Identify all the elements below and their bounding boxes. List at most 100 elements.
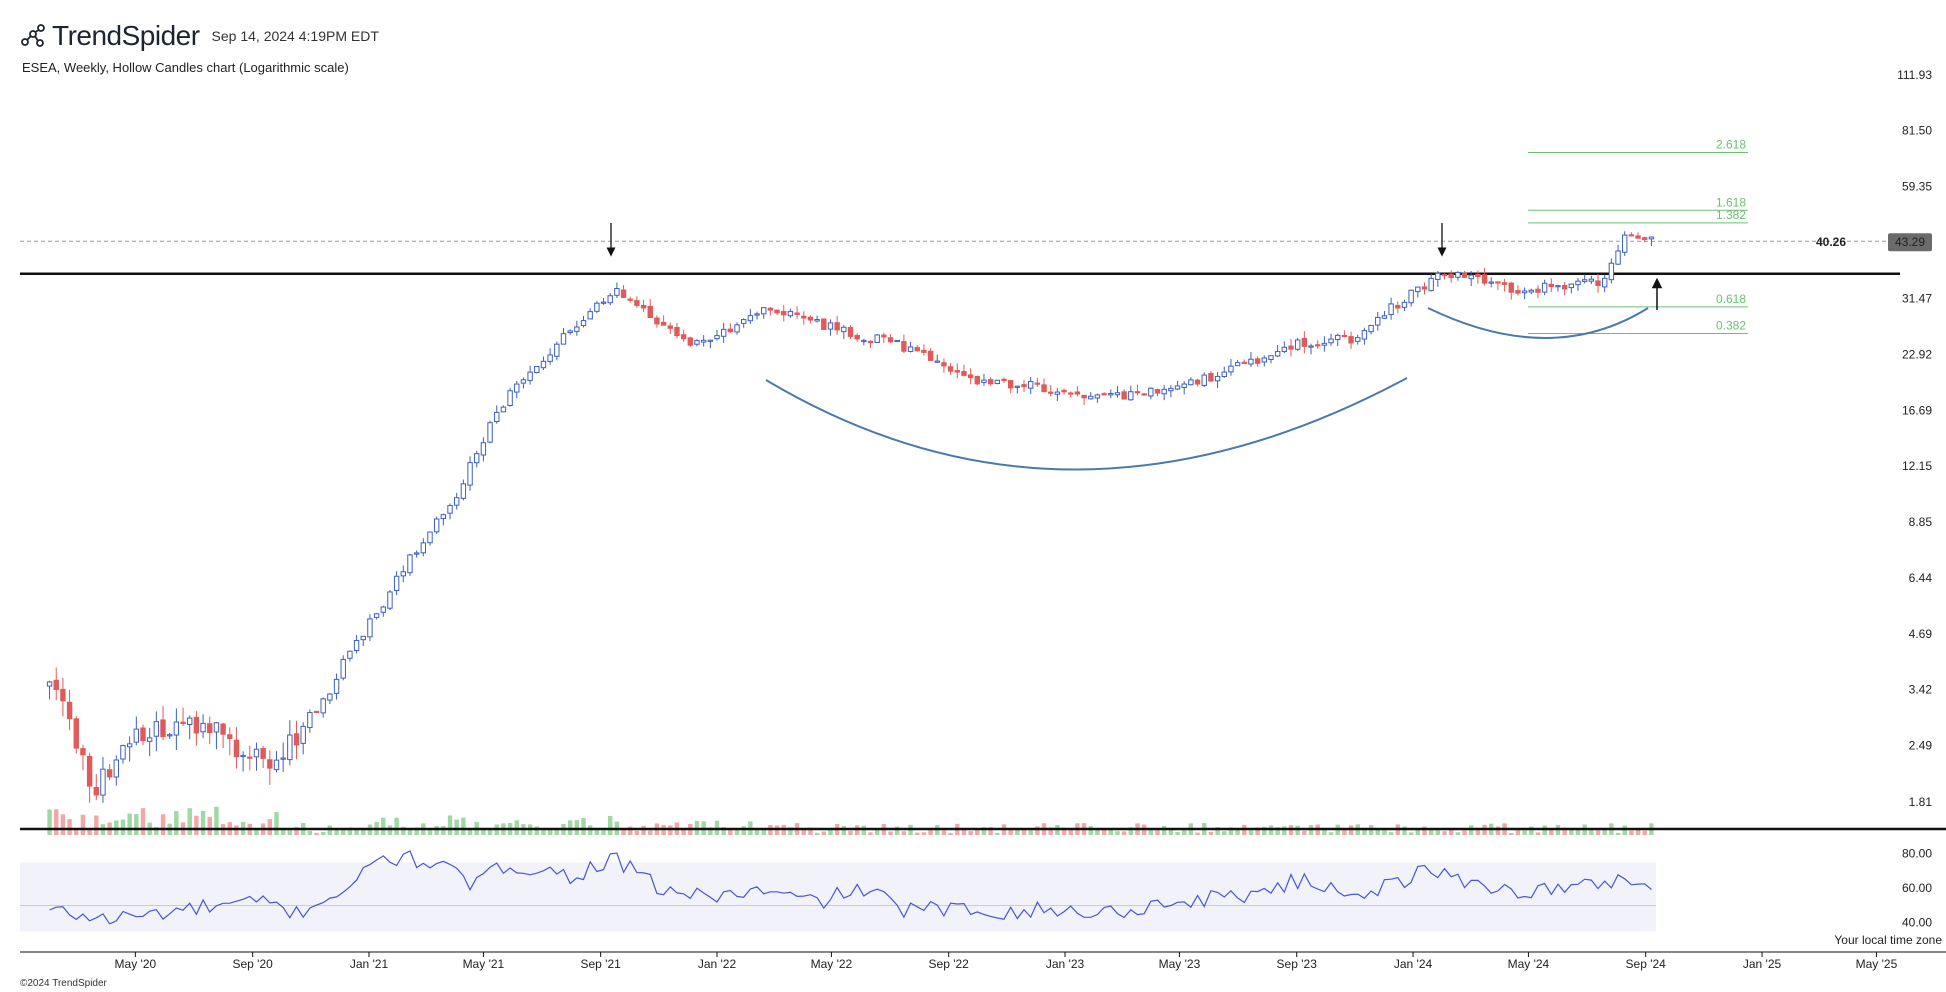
y-tick-label: 22.92 [1902,347,1932,361]
candle-body [534,365,540,373]
volume-bar [407,829,413,835]
candle-body [1588,278,1595,282]
volume-bar [1101,829,1107,835]
candle-body [1415,286,1421,293]
candle-body [1488,281,1494,284]
candle-body [841,326,847,333]
trendspider-logo[interactable]: TrendSpider [20,20,200,52]
chart-title: ESEA, Weekly, Hollow Candles chart (Loga… [22,60,349,75]
candle-body [1301,337,1308,347]
candle-body [1348,336,1354,344]
volume-bar [1455,832,1461,835]
volume-bar [1629,830,1634,835]
candle-body [807,316,814,321]
volume-bar [534,826,539,835]
candle-body [540,360,547,369]
volume-bar [861,825,867,835]
candle-body [140,727,146,742]
volume-bar [981,827,987,835]
candle-body [1181,383,1187,388]
candle-body [1041,384,1047,393]
candle-body [1541,282,1548,293]
x-tick-label: Sep '21 [581,957,622,971]
candle-body [1515,290,1521,294]
candle-body [480,442,487,456]
volume-bar [307,830,313,835]
fib-label: 0.382 [1716,318,1746,332]
volume-bar [1061,827,1067,835]
volume-bar [341,829,346,835]
candle-body [974,375,981,385]
candle-body [120,745,126,760]
volume-bar [761,829,766,835]
candle-body [133,728,140,743]
candle-body [66,701,73,720]
candle-body [220,723,226,735]
candle-body [1468,274,1474,280]
candle-body [1435,272,1441,280]
x-tick-label: Sep '22 [929,957,970,971]
candle-body [500,406,507,413]
volume-bar [1108,829,1113,835]
candle-body [193,716,200,734]
rsi-tick-label: 80.00 [1902,847,1932,861]
volume-bar [334,828,339,835]
volume-bar [821,831,826,835]
volume-bar [1422,826,1427,835]
price-labels: 40.26 43.29 [1816,233,1932,252]
volume-bar [1295,825,1300,835]
candle-body [187,717,193,725]
volume-bar [634,830,640,835]
volume-bar [1522,830,1527,835]
chart-axes: 111.93 81.50 59.35 31.47 22.92 16.69 12.15 8.85… [20,68,1946,971]
volume-bar [1549,828,1554,835]
last-price-badge [1888,233,1932,252]
candle-body [674,326,680,337]
candle-body [627,298,633,301]
volume-bar [1535,832,1541,835]
candle-body [740,319,747,324]
candle-body [567,330,573,334]
volume-bar [1182,830,1187,835]
candle-body [947,366,954,372]
candle-body [1368,324,1374,333]
volume-bar [434,826,439,835]
volume-bar [274,812,279,835]
candle-body [1054,391,1061,395]
volume-bar [194,815,199,835]
volume-bar [801,829,806,835]
candle-body [774,309,780,314]
volume-bar [207,816,212,835]
candle-body [1128,391,1134,401]
y-tick-label: 81.50 [1902,124,1932,138]
candle-body [320,698,326,714]
volume-bar [394,817,399,835]
handle-curve [1427,307,1649,339]
candle-body [1361,330,1368,340]
volume-bar [267,819,273,835]
volume-bar [708,827,713,835]
volume-bar [1148,828,1154,835]
candle-body [861,339,867,343]
volume-bar [1408,832,1414,835]
candle-body [1081,394,1087,399]
candle-body [80,748,86,756]
volume-bar [848,830,853,835]
x-tick-label: Sep '20 [232,957,273,971]
volume-bar [921,832,927,835]
candle-body [1321,342,1328,346]
candle-body [1642,237,1648,240]
y-tick-label: 6.44 [1909,571,1933,585]
pattern-annotations [606,223,1663,471]
candle-body [393,575,400,592]
volume-bar [441,826,446,835]
candle-body [273,759,280,771]
candle-body [1094,394,1101,399]
volume-bar [54,809,59,835]
volume-bar [1415,829,1421,835]
candle-body [554,343,560,357]
volume-bar [134,813,139,835]
candle-body [894,339,900,343]
x-tick-label: Jan '21 [350,957,389,971]
